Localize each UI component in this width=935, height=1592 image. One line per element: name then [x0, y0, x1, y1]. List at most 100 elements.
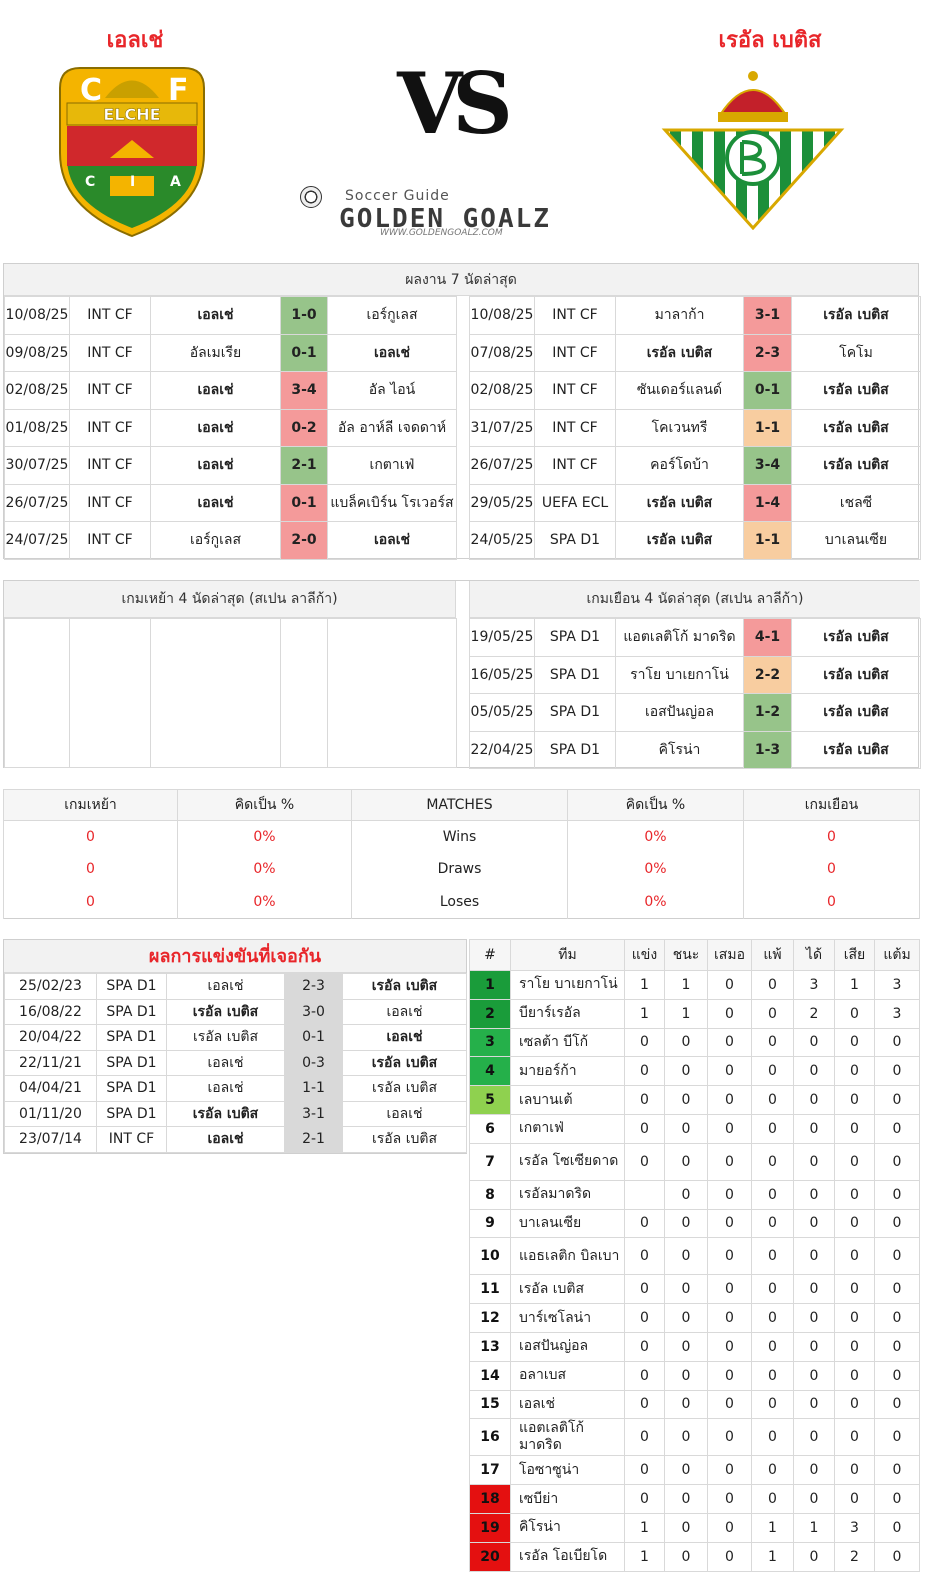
match-competition: SPA D1: [534, 618, 616, 657]
stat-w: 0: [664, 1208, 708, 1239]
match-score: 1-3: [743, 730, 792, 769]
match-date: 09/08/25: [4, 333, 70, 372]
match-row: 05/05/25 SPA D1 เอสปันญ่อล 1-2 เรอัล เบติส: [469, 693, 921, 732]
team-name: เรอัล โซเซียดาด: [510, 1142, 625, 1181]
stat-ga: 0: [834, 1085, 875, 1115]
team-rank: 12: [469, 1303, 511, 1333]
crest-letter-c2: C: [85, 174, 95, 190]
home-count: 0: [3, 853, 178, 886]
stat-l: 0: [751, 1303, 794, 1333]
stat-w: 0: [664, 1085, 708, 1115]
team-rank: 14: [469, 1360, 511, 1391]
stat-l: 0: [751, 1331, 794, 1362]
match-away-team: เรอัล เบติส: [342, 973, 467, 1000]
crest-letter-f: F: [168, 73, 189, 108]
match-row: 24/05/25 SPA D1 เรอัล เบติส 1-1 บาเลนเซีย: [469, 521, 921, 560]
match-competition: INT CF: [534, 446, 616, 485]
empty-cell: [4, 618, 70, 768]
match-competition: INT CF: [534, 371, 616, 410]
match-date: 23/07/14: [4, 1126, 97, 1153]
match-row: 26/07/25 INT CF เอลเช่ 0-1 แบล็คเบิร์น โรเวอ…: [4, 483, 457, 522]
stat-pts: 3: [874, 970, 920, 1000]
stat-ga: 0: [834, 1389, 875, 1420]
match-row: 30/07/25 INT CF เอลเช่ 2-1 เกตาเฟ่: [4, 446, 457, 485]
stat-l: 0: [751, 1085, 794, 1115]
empty-cell: [280, 618, 328, 768]
match-away-team: เอร์กูเลส: [327, 296, 457, 335]
stat-w: 0: [664, 1331, 708, 1362]
team-rank: 1: [469, 970, 511, 1000]
team-name: มายอร์ก้า: [510, 1056, 625, 1087]
standings-header: เสีย: [834, 939, 875, 971]
match-score: 2-1: [284, 1126, 343, 1153]
team-rank: 17: [469, 1455, 511, 1486]
stat-l: 0: [751, 1484, 794, 1514]
stat-w: 1: [664, 998, 708, 1029]
match-competition: SPA D1: [96, 1024, 167, 1051]
brand-url-text: WWW.GOLDENGOALZ.COM: [380, 228, 503, 238]
standings-row: 8 เรอัลมาดริด 0 0 0 0 0 0: [469, 1179, 920, 1210]
team-name: แอธเลติก บิลเบา: [510, 1237, 625, 1276]
match-competition: INT CF: [96, 1126, 167, 1153]
stat-l: 0: [751, 1418, 794, 1457]
summary-row: 0 0% Loses 0% 0: [3, 885, 920, 918]
empty-cell: [69, 618, 151, 768]
stat-l: 0: [751, 1142, 794, 1181]
stat-p: 0: [624, 1142, 665, 1181]
stat-d: 0: [707, 1208, 752, 1239]
match-date: 01/11/20: [4, 1100, 97, 1127]
match-home-team: มาลาก้า: [615, 296, 744, 335]
h2h-row: 25/02/23 SPA D1 เอลเช่ 2-3 เรอัล เบติส: [4, 973, 467, 1000]
match-away-team: อัล อาห์ลี เจดดาห์: [327, 408, 457, 447]
stat-p: 0: [624, 1389, 665, 1420]
match-away-team: เชลซี: [791, 483, 921, 522]
standings-header: ทีม: [510, 939, 625, 971]
stat-p: 0: [624, 1484, 665, 1514]
team-rank: 20: [469, 1541, 511, 1572]
stat-w: 0: [664, 1360, 708, 1391]
stat-ga: 0: [834, 1179, 875, 1210]
stat-pts: 0: [874, 1113, 920, 1144]
stat-ga: 2: [834, 1541, 875, 1572]
h2h-row: 22/11/21 SPA D1 เอลเช่ 0-3 เรอัล เบติส: [4, 1049, 467, 1076]
match-row: 02/08/25 INT CF ซันเดอร์แลนด์ 0-1 เรอัล เบติ…: [469, 371, 921, 410]
match-competition: SPA D1: [534, 655, 616, 694]
stat-l: 0: [751, 1455, 794, 1486]
team-name: บาเลนเซีย: [510, 1208, 625, 1239]
stat-ga: 1: [834, 970, 875, 1000]
recent-form-panel: ผลงาน 7 นัดล่าสุด 10/08/25 INT CF เอลเช่ 1-…: [3, 263, 921, 560]
team-rank: 2: [469, 998, 511, 1029]
team-name: เรอัล โอเบียโด: [510, 1541, 625, 1572]
stat-pts: 0: [874, 1027, 920, 1058]
stat-ga: 3: [834, 1512, 875, 1543]
stat-gf: 0: [793, 1484, 835, 1514]
stat-w: 0: [664, 1418, 708, 1457]
team-rank: 13: [469, 1331, 511, 1362]
summary-label: Wins: [351, 820, 568, 853]
match-home-team: เอลเช่: [166, 973, 285, 1000]
away-percent: 0%: [567, 820, 744, 853]
match-away-team: เรอัล เบติส: [342, 1126, 467, 1153]
match-score: 2-3: [743, 333, 792, 372]
match-score: 1-0: [280, 296, 328, 335]
standings-row: 18 เซบีย่า 0 0 0 0 0 0 0: [469, 1484, 920, 1514]
away-count: 0: [743, 820, 920, 853]
match-competition: INT CF: [69, 521, 151, 560]
match-row: 19/05/25 SPA D1 แอตเลติโก้ มาดริด 4-1 เรอัล …: [469, 618, 921, 657]
match-home-team: เอลเช่: [166, 1126, 285, 1153]
team-rank: 7: [469, 1142, 511, 1181]
stat-gf: 0: [793, 1455, 835, 1486]
standings-header: ชนะ: [664, 939, 708, 971]
match-away-team: เอลเช่: [342, 998, 467, 1025]
standings-row: 1 ราโย บาเยกาโน่ 1 1 0 0 3 1 3: [469, 970, 920, 1000]
match-date: 02/08/25: [469, 371, 535, 410]
stat-gf: 0: [793, 1274, 835, 1305]
team-rank: 18: [469, 1484, 511, 1514]
match-date: 24/05/25: [469, 521, 535, 560]
standings-row: 6 เกตาเฟ่ 0 0 0 0 0 0 0: [469, 1113, 920, 1144]
stat-w: 0: [664, 1056, 708, 1087]
match-date: 10/08/25: [4, 296, 70, 335]
stat-d: 0: [707, 1389, 752, 1420]
stat-ga: 0: [834, 1142, 875, 1181]
h2h-panel: ผลการแข่งขันที่เจอกัน 25/02/23 SPA D1 เอลเ…: [3, 939, 467, 1154]
